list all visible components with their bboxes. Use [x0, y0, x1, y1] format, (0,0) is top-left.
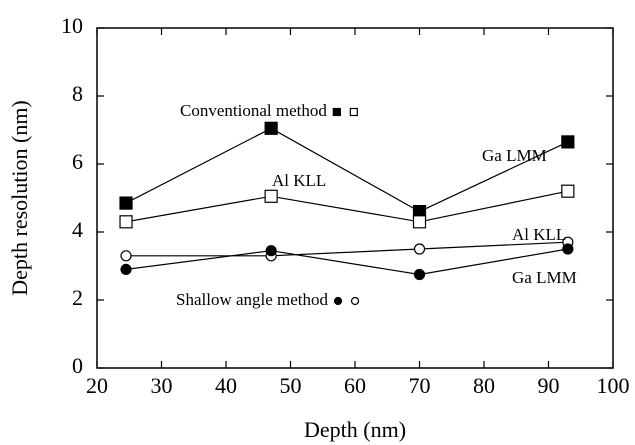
series-label: Ga LMM — [482, 146, 547, 165]
annotation: Shallow angle method — [176, 290, 329, 309]
y-tick-label: 2 — [72, 285, 83, 310]
marker — [413, 268, 426, 281]
y-axis-label: Depth resolution (nm) — [7, 100, 32, 296]
series-label: Ga LMM — [512, 268, 577, 287]
marker — [413, 243, 426, 255]
marker — [119, 215, 133, 229]
marker — [264, 121, 278, 135]
x-tick-label: 30 — [151, 373, 173, 398]
annotation-marker — [333, 296, 343, 306]
series-label: Al KLL — [512, 225, 566, 244]
annotation: Conventional method — [180, 101, 327, 120]
marker — [561, 184, 575, 198]
marker — [264, 189, 278, 203]
y-tick-label: 0 — [72, 353, 83, 378]
x-tick-label: 80 — [473, 373, 495, 398]
x-tick-label: 60 — [344, 373, 366, 398]
x-tick-label: 40 — [215, 373, 237, 398]
series-line — [126, 241, 568, 257]
series-label: Al KLL — [272, 171, 326, 190]
marker — [412, 215, 427, 229]
series-line — [125, 127, 569, 213]
marker — [265, 245, 277, 257]
x-tick-label: 100 — [597, 373, 630, 398]
marker — [561, 135, 575, 149]
x-axis-label: Depth (nm) — [304, 417, 406, 442]
marker — [120, 250, 132, 262]
annotation-marker — [332, 107, 341, 117]
x-tick-label: 70 — [409, 373, 431, 398]
x-tick-label: 50 — [280, 373, 302, 398]
annotation-marker — [349, 107, 358, 117]
marker — [562, 243, 574, 255]
series-line — [125, 190, 568, 223]
series-line — [125, 248, 568, 276]
y-tick-label: 4 — [72, 217, 83, 242]
y-tick-label: 10 — [61, 13, 83, 38]
marker — [119, 196, 133, 210]
annotation-marker — [350, 296, 360, 306]
x-tick-label: 90 — [538, 373, 560, 398]
y-tick-label: 6 — [72, 149, 83, 174]
marker — [120, 263, 132, 275]
y-tick-label: 8 — [72, 81, 83, 106]
x-tick-label: 20 — [86, 373, 108, 398]
